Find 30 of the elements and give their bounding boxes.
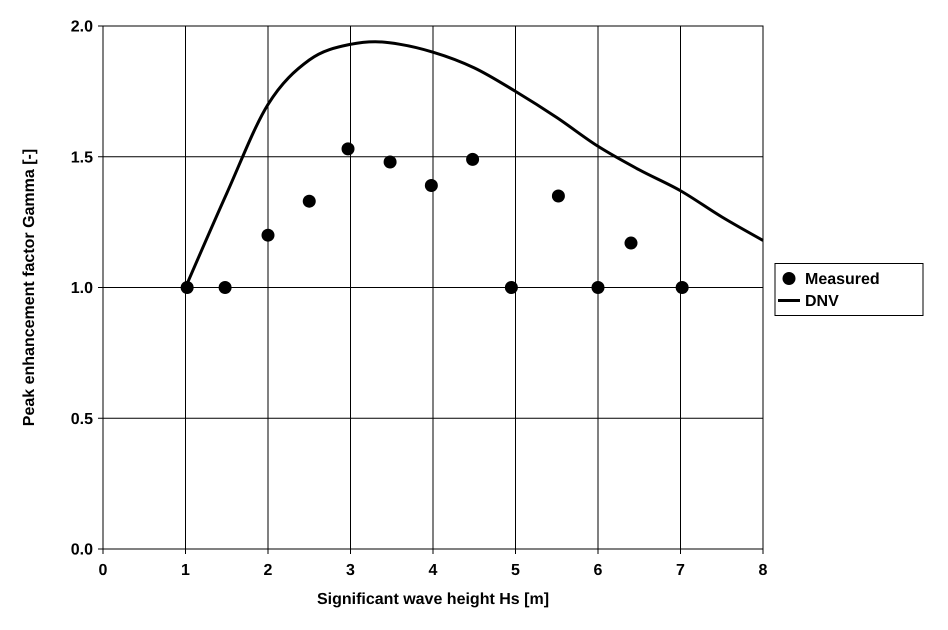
point xyxy=(676,281,689,294)
point xyxy=(262,228,274,242)
point xyxy=(504,281,518,294)
y-tick-label: 1.5 xyxy=(70,149,94,166)
y-axis-title: Peak enhancement factor Gamma [-] xyxy=(21,148,38,426)
point xyxy=(302,194,316,208)
x-tick-label: 3 xyxy=(346,562,356,579)
point xyxy=(552,189,565,202)
x-tick-label: 6 xyxy=(594,562,603,579)
point xyxy=(342,142,355,156)
x-tick-label: 7 xyxy=(676,562,686,579)
legend-label: DNV xyxy=(805,293,840,310)
y-tick-label: 0.5 xyxy=(70,410,94,428)
x-tick-label: 8 xyxy=(758,562,768,579)
y-tick-label: 0.0 xyxy=(70,542,94,559)
x-tick-label: 0 xyxy=(98,562,108,579)
point xyxy=(384,155,397,168)
point xyxy=(218,281,232,294)
x-axis-title: Significant wave height Hs [m] xyxy=(316,591,550,608)
x-tick-label: 1 xyxy=(181,562,190,579)
x-tick-label: 2 xyxy=(264,562,273,579)
point xyxy=(466,152,480,166)
point xyxy=(592,281,604,294)
x-tick-label: 5 xyxy=(511,562,520,579)
y-tick-label: 2.0 xyxy=(70,18,94,36)
y-tick-label: 1.0 xyxy=(70,280,94,298)
point xyxy=(424,179,438,192)
legend-label: Measured xyxy=(805,271,880,288)
point xyxy=(624,236,638,250)
x-tick-label: 4 xyxy=(428,562,438,579)
